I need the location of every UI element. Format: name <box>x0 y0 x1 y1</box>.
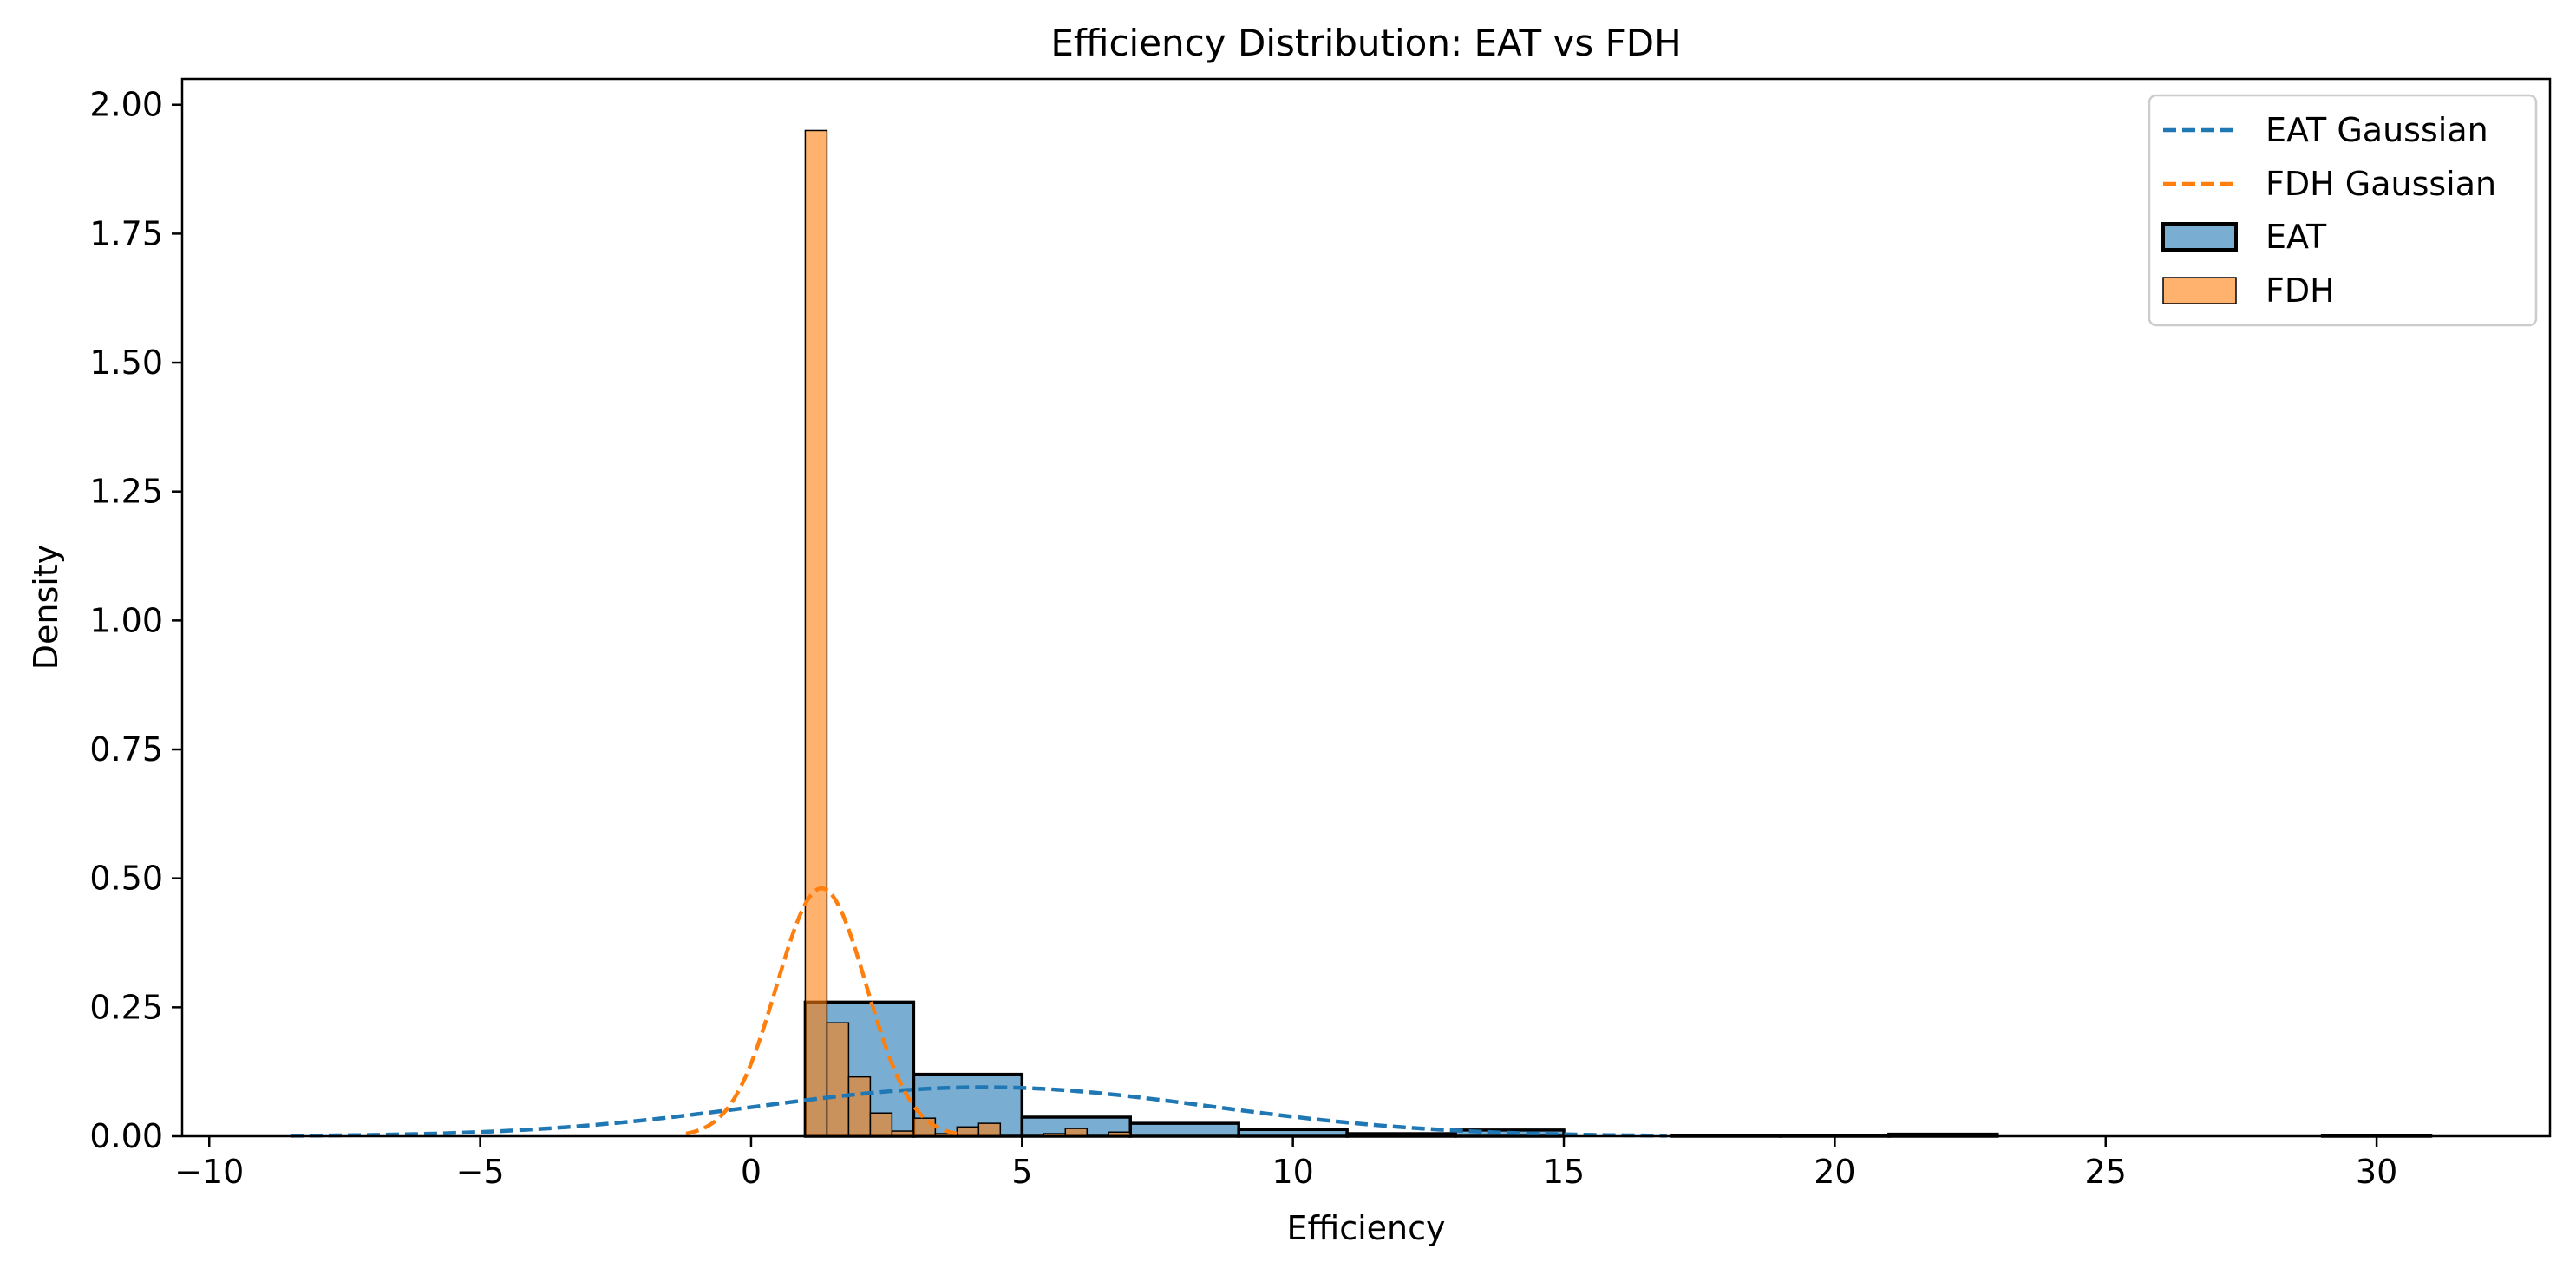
fdh-bar-8 <box>977 1122 1002 1137</box>
legend-fdh-label: FDH <box>2265 271 2335 310</box>
plot-frame <box>180 77 2552 1138</box>
y-tick-label: 0.75 <box>89 730 163 768</box>
x-tick-label: 10 <box>1272 1153 1313 1191</box>
x-axis: −10 −5 0 5 10 15 20 25 30 <box>174 1136 2397 1191</box>
legend-eat-gaussian-label: EAT Gaussian <box>2265 111 2488 149</box>
fdh-bar-0 <box>804 129 828 1137</box>
fdh-bar-5 <box>912 1117 937 1137</box>
x-tick-label: −5 <box>456 1153 505 1191</box>
y-tick-label: 1.75 <box>89 214 163 252</box>
chart-title: Efficiency Distribution: EAT vs FDH <box>1050 22 1681 64</box>
y-tick-label: 0.50 <box>89 860 163 898</box>
x-axis-label: Efficiency <box>1286 1209 1445 1247</box>
y-tick-label: 2.00 <box>89 86 163 124</box>
fdh-gaussian-curve <box>685 886 958 1136</box>
y-tick-label: 0.25 <box>89 988 163 1026</box>
legend-eat-label: EAT <box>2265 218 2327 256</box>
legend-fdh-swatch <box>2162 277 2237 304</box>
legend-frame <box>2148 94 2538 327</box>
fdh-bar-3 <box>869 1112 893 1137</box>
x-tick-label: 30 <box>2356 1153 2397 1191</box>
x-tick-label: 25 <box>2085 1153 2127 1191</box>
y-tick-label: 1.25 <box>89 473 163 511</box>
x-tick-label: 5 <box>1011 1153 1032 1191</box>
x-tick-label: 20 <box>1814 1153 1855 1191</box>
gaussian-curves <box>290 886 1667 1138</box>
x-tick-label: 0 <box>741 1153 762 1191</box>
fdh-bar-12 <box>1064 1128 1089 1137</box>
legend: EAT Gaussian FDH Gaussian EAT FDH <box>2148 94 2538 327</box>
y-tick-label: 1.00 <box>89 601 163 639</box>
eat-gaussian-curve <box>290 1085 1667 1138</box>
x-tick-label: 15 <box>1543 1153 1585 1191</box>
y-axis: 0.00 0.25 0.50 0.75 1.00 1.25 1.50 1.75 2.00 <box>89 86 182 1155</box>
legend-eat-swatch <box>2161 222 2238 252</box>
legend-fdh-gaussian-label: FDH Gaussian <box>2265 165 2496 203</box>
y-tick-label: 1.50 <box>89 343 163 382</box>
y-tick-label: 0.00 <box>89 1117 163 1155</box>
fdh-bar-2 <box>847 1076 872 1137</box>
eat-bar-3 <box>1128 1121 1240 1138</box>
fdh-bar-1 <box>826 1022 850 1137</box>
x-tick-label: −10 <box>174 1153 244 1191</box>
y-axis-label: Density <box>27 545 65 670</box>
fdh-bar-7 <box>956 1126 980 1137</box>
